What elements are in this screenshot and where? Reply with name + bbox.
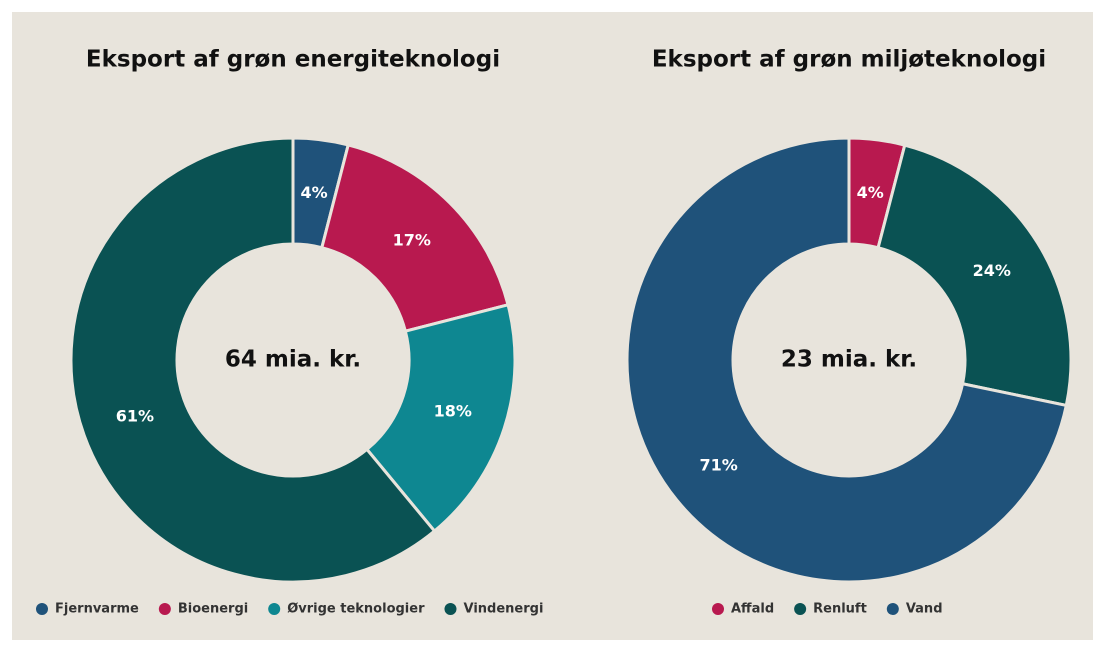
legend-label: Affald	[731, 602, 774, 617]
value-label: 18%	[434, 401, 472, 420]
legend-swatch	[794, 603, 807, 615]
value-label: 17%	[393, 231, 431, 250]
donut-segment	[69, 136, 437, 584]
value-label: 61%	[116, 406, 154, 425]
legend-swatch	[268, 603, 281, 615]
legend-swatch	[886, 603, 899, 615]
chart-title: Eksport af grøn miljøteknologi	[652, 47, 1046, 73]
legend-swatch	[158, 603, 171, 615]
legend-label: Renluft	[813, 602, 867, 617]
value-label: 24%	[973, 261, 1011, 280]
center-label: 64 mia. kr.	[225, 347, 361, 373]
donut-segment	[320, 143, 510, 333]
legend-label: Fjernvarme	[55, 602, 139, 617]
legend-label: Vindenergi	[463, 602, 543, 617]
donut-segment	[876, 143, 1073, 408]
value-label: 71%	[699, 455, 737, 474]
donut-segment	[625, 136, 1069, 584]
legend-label: Vand	[906, 602, 943, 617]
legend-label: Bioenergi	[178, 602, 248, 617]
legend-label: Øvrige teknologier	[287, 602, 425, 617]
legend-swatch	[444, 603, 457, 615]
legend-swatch	[712, 603, 724, 615]
donut-segment	[364, 302, 517, 534]
value-label: 4%	[857, 183, 884, 202]
value-label: 4%	[300, 183, 327, 202]
legend-swatch	[36, 603, 48, 615]
center-label: 23 mia. kr.	[781, 347, 917, 373]
chart-title: Eksport af grøn energiteknologi	[86, 47, 500, 73]
